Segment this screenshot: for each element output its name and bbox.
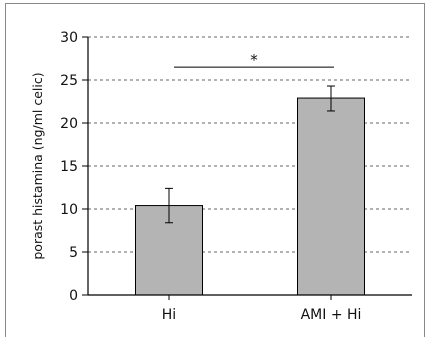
axes bbox=[82, 36, 412, 300]
y-tick-label-5: 5 bbox=[69, 245, 78, 261]
y-tick-label-0: 0 bbox=[69, 288, 78, 304]
y-tick-label-30: 30 bbox=[60, 30, 78, 46]
y-tick-label-10: 10 bbox=[60, 202, 78, 218]
y-tick-label-15: 15 bbox=[60, 159, 78, 175]
bar-1 bbox=[297, 97, 365, 296]
error-bars bbox=[165, 85, 335, 224]
chart-frame bbox=[5, 3, 425, 337]
y-axis-label: porast histamina (ng/ml celic) bbox=[30, 72, 45, 259]
bars bbox=[135, 97, 365, 296]
category-label-0: Hi bbox=[162, 307, 176, 323]
significance-label: * bbox=[250, 51, 258, 69]
y-tick-label-25: 25 bbox=[60, 73, 78, 89]
category-label-1: AMI + Hi bbox=[301, 307, 362, 323]
labels: 0 5 10 15 20 25 30 Hi AMI + Hi bbox=[60, 30, 361, 323]
y-tick-label-20: 20 bbox=[60, 116, 78, 132]
